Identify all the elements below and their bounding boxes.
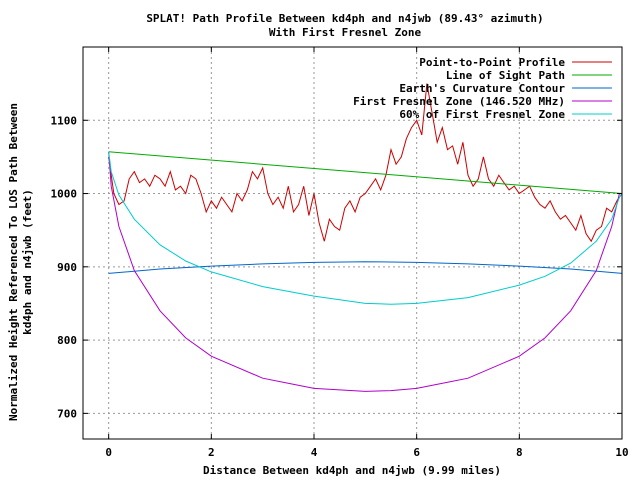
y-tick-label: 1000: [51, 188, 78, 201]
y-axis-label-line1: Normalized Height Referenced To LOS Path…: [7, 103, 20, 421]
legend-label: First Fresnel Zone (146.520 MHz): [353, 95, 565, 108]
legend-label: Point-to-Point Profile: [419, 56, 565, 69]
x-axis-label: Distance Between kd4ph and n4jwb (9.99 m…: [203, 464, 501, 477]
series-line: [108, 261, 623, 274]
y-tick-label: 1100: [51, 114, 78, 127]
y-axis-label-line2: kd4ph and n4jwb (feet): [21, 189, 34, 335]
x-tick-label: 4: [311, 446, 318, 459]
series-line: [108, 151, 622, 392]
series-line: [108, 151, 623, 194]
plot-frame: [82, 46, 623, 440]
x-tick-label: 6: [413, 446, 420, 459]
series-lines: [108, 83, 623, 392]
y-tick-label: 900: [57, 261, 77, 274]
y-axis-ticks: 700 800 900 1000 1100: [51, 114, 622, 420]
x-tick-label: 10: [615, 446, 628, 459]
legend-label: Earth's Curvature Contour: [399, 82, 565, 95]
x-axis-ticks: 0 2 4 6 8 10: [105, 47, 629, 459]
series-line: [108, 83, 623, 243]
legend-label: Line of Sight Path: [446, 69, 565, 82]
y-tick-label: 700: [57, 407, 77, 420]
x-tick-label: 2: [208, 446, 215, 459]
legend-label: 60% of First Fresnel Zone: [399, 108, 565, 121]
y-tick-label: 800: [57, 334, 77, 347]
series-line: [108, 151, 623, 305]
chart-subtitle: With First Fresnel Zone: [269, 26, 422, 39]
x-tick-label: 8: [516, 446, 523, 459]
x-tick-label: 0: [105, 446, 112, 459]
chart-title: SPLAT! Path Profile Between kd4ph and n4…: [146, 12, 543, 25]
